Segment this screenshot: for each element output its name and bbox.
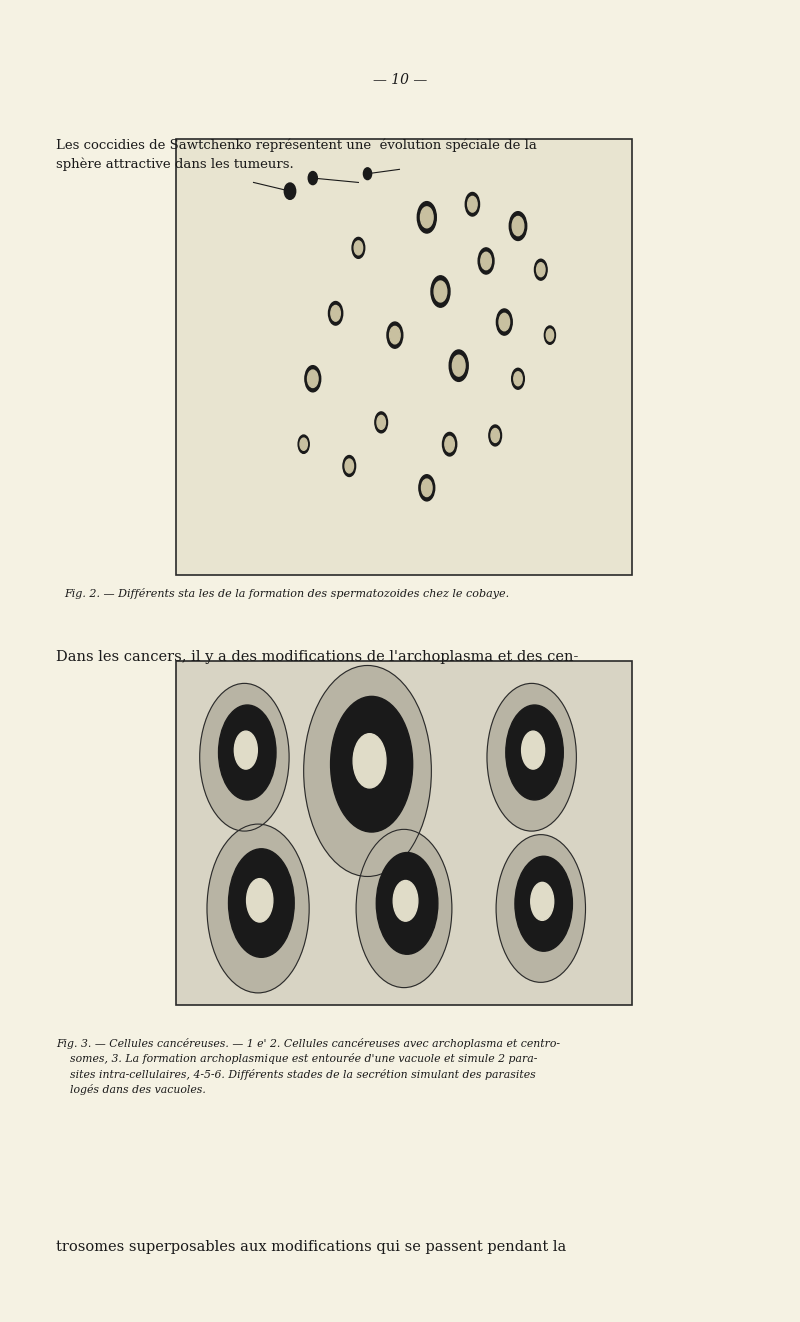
Circle shape [352,238,365,258]
Circle shape [466,193,479,215]
Circle shape [207,824,309,993]
Circle shape [514,371,522,386]
Circle shape [468,197,477,212]
Circle shape [234,731,258,769]
Circle shape [419,475,434,501]
Text: — 10 —: — 10 — [373,73,427,87]
Circle shape [515,857,573,952]
Circle shape [452,356,465,377]
Circle shape [522,731,545,769]
Circle shape [546,329,554,341]
Circle shape [356,829,452,988]
Circle shape [537,263,545,276]
Circle shape [496,309,512,336]
Circle shape [377,415,386,430]
Circle shape [491,428,499,443]
Circle shape [300,438,307,451]
Circle shape [512,217,524,235]
Ellipse shape [308,172,318,185]
Circle shape [445,436,454,452]
Circle shape [422,479,432,497]
Circle shape [218,705,276,800]
Circle shape [246,879,273,921]
Circle shape [421,206,433,227]
FancyBboxPatch shape [176,139,632,575]
Circle shape [343,456,356,476]
Circle shape [506,705,563,800]
Ellipse shape [363,168,372,180]
Circle shape [298,435,310,453]
Circle shape [431,276,450,307]
Circle shape [512,369,524,389]
Circle shape [478,249,494,274]
Circle shape [487,683,576,832]
Circle shape [450,350,468,381]
Circle shape [229,849,294,957]
Circle shape [434,282,447,301]
Circle shape [330,697,413,832]
Circle shape [376,853,438,954]
Circle shape [418,202,436,233]
Circle shape [534,259,547,280]
Circle shape [345,459,354,473]
Circle shape [353,734,386,788]
Text: Dans les cancers, il y a des modifications de l'archoplasma et des cen-: Dans les cancers, il y a des modificatio… [56,650,578,665]
Circle shape [304,665,431,876]
Text: trosomes superposables aux modifications qui se passent pendant la: trosomes superposables aux modifications… [56,1240,566,1255]
Circle shape [510,212,526,241]
Circle shape [481,253,491,270]
Text: Fig. 3. — Cellules cancéreuses. — 1 e' 2. Cellules cancéreuses avec archoplasma : Fig. 3. — Cellules cancéreuses. — 1 e' 2… [56,1038,560,1095]
Circle shape [307,370,318,387]
Text: Fig. 2. — Différents sta les de la formation des spermatozoides chez le cobaye.: Fig. 2. — Différents sta les de la forma… [64,588,509,599]
Circle shape [331,305,340,321]
Text: Les coccidies de Sawtchenko représentent une  évolution spéciale de la
sphère at: Les coccidies de Sawtchenko représentent… [56,139,537,171]
Circle shape [200,683,289,832]
Circle shape [375,412,387,432]
Circle shape [387,323,402,348]
Circle shape [544,327,555,344]
Circle shape [489,424,502,446]
Circle shape [530,882,554,920]
Circle shape [390,327,400,344]
Circle shape [329,301,342,325]
Circle shape [354,241,362,255]
Circle shape [305,366,321,391]
Circle shape [499,313,510,330]
Ellipse shape [284,182,296,200]
FancyBboxPatch shape [176,661,632,1005]
Circle shape [394,880,418,921]
Circle shape [496,834,586,982]
Circle shape [442,432,457,456]
